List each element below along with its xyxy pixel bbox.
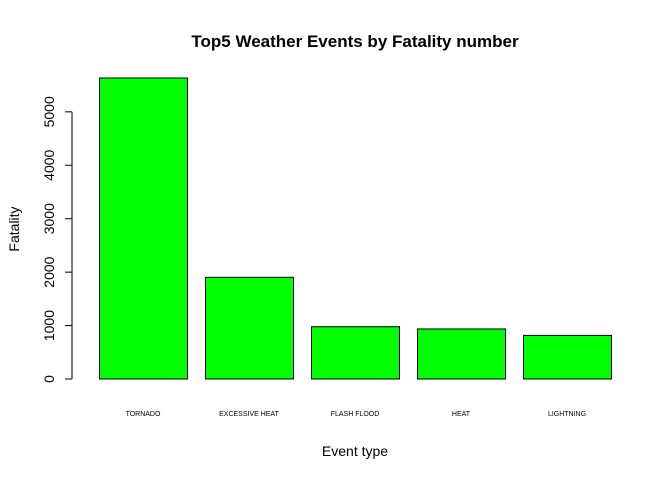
bar-flash-flood (311, 326, 400, 380)
x-category-labels: TORNADO EXCESSIVE HEAT FLASH FLOOD HEAT LIGH… (126, 411, 587, 418)
bar-excessive-heat (205, 276, 294, 380)
y-axis: 0 1000 2000 3000 4000 5000 (41, 96, 73, 383)
category-label: EXCESSIVE HEAT (219, 411, 280, 418)
x-axis-label: Event type (322, 443, 388, 459)
bar-tornado (99, 77, 188, 380)
y-tick-label: 1000 (41, 310, 57, 341)
bar-heat (417, 328, 506, 380)
bar-lightning (523, 334, 612, 380)
y-tick-label: 4000 (41, 149, 57, 180)
bars-group (99, 77, 612, 380)
category-label: TORNADO (126, 411, 161, 418)
y-tick-label: 3000 (41, 203, 57, 234)
y-tick-label: 0 (41, 375, 57, 383)
y-tick-label: 5000 (41, 96, 57, 127)
y-tick-label: 2000 (41, 256, 57, 287)
category-label: LIGHTNING (548, 411, 586, 418)
y-axis-label: Fatality (6, 206, 22, 251)
category-label: FLASH FLOOD (331, 411, 380, 418)
chart-title: Top5 Weather Events by Fatality number (191, 32, 519, 51)
category-label: HEAT (452, 411, 471, 418)
